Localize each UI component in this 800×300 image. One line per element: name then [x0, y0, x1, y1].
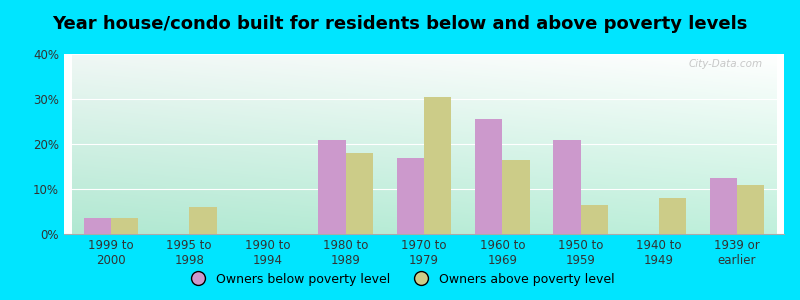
Bar [581, 205, 608, 234]
Legend: Owners below poverty level, Owners above poverty level: Owners below poverty level, Owners above… [181, 268, 619, 291]
Bar [710, 178, 737, 234]
Bar [737, 184, 765, 234]
Bar [658, 198, 686, 234]
Bar [190, 207, 217, 234]
Bar [424, 97, 451, 234]
Bar [397, 158, 424, 234]
Bar [553, 140, 581, 234]
Bar [318, 140, 346, 234]
Bar [83, 218, 111, 234]
Bar [502, 160, 530, 234]
Text: City-Data.com: City-Data.com [688, 59, 762, 69]
Bar [346, 153, 373, 234]
Bar [111, 218, 138, 234]
Text: Year house/condo built for residents below and above poverty levels: Year house/condo built for residents bel… [52, 15, 748, 33]
Bar [475, 119, 502, 234]
